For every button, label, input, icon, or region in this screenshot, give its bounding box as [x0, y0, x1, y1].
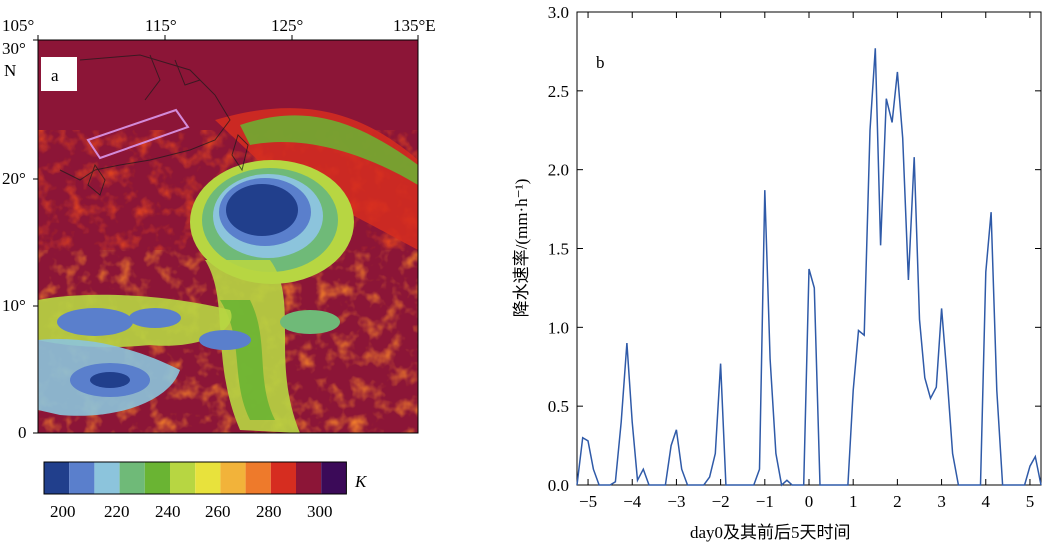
- lat-label-30: 30°: [2, 39, 26, 58]
- x-tick-label: −3: [667, 492, 685, 511]
- x-tick-label: 1: [849, 492, 858, 511]
- colorbar-unit: K: [354, 472, 368, 491]
- colorbar-tick-300: 300: [307, 502, 333, 521]
- panel-a-label: a: [51, 66, 59, 85]
- colorbar-swatch: [270, 462, 296, 494]
- x-tick-label: −1: [756, 492, 774, 511]
- x-tick-label: −5: [579, 492, 597, 511]
- colorbar-tick-260: 260: [205, 502, 231, 521]
- colorbar-swatch: [296, 462, 322, 494]
- x-tick-label: 5: [1026, 492, 1035, 511]
- colorbar-swatch: [195, 462, 221, 494]
- lon-label-115: 115°: [145, 16, 177, 35]
- x-axis-label: day0及其前后5天时间: [690, 523, 851, 542]
- x-axis: −5 −4 −3 −2 −1 0 1 2 3 4 5: [579, 12, 1034, 511]
- colorbar-tick-240: 240: [155, 502, 181, 521]
- lon-label-105: 105°: [2, 16, 34, 35]
- colorbar-swatch: [170, 462, 196, 494]
- colorbar-swatch: [220, 462, 246, 494]
- precipitation-series-line: [576, 48, 1042, 487]
- colorbar-swatch: [144, 462, 170, 494]
- lat-label-north: N: [4, 61, 16, 80]
- colorbar-tick-200: 200: [50, 502, 76, 521]
- y-tick-label: 0.5: [548, 397, 569, 416]
- lat-label-10: 10°: [2, 296, 26, 315]
- x-tick-label: 0: [805, 492, 814, 511]
- plot-frame: [576, 11, 1042, 486]
- lat-label-0: 0: [18, 423, 27, 442]
- colorbar-swatch: [94, 462, 120, 494]
- y-tick-label: 1.0: [548, 318, 569, 337]
- x-tick-label: −2: [712, 492, 730, 511]
- x-tick-label: 4: [982, 492, 991, 511]
- colorbar-swatch: [321, 462, 347, 494]
- x-tick-label: 3: [937, 492, 946, 511]
- colorbar-swatch: [245, 462, 271, 494]
- y-axis: 0.0 0.5 1.0 1.5 2.0 2.5 3.0: [548, 3, 1041, 495]
- panel-b-label: b: [596, 53, 605, 72]
- colorbar-swatch: [69, 462, 95, 494]
- y-tick-label: 3.0: [548, 3, 569, 22]
- lon-label-125: 125°: [271, 16, 303, 35]
- colorbar-swatch: [119, 462, 145, 494]
- panel-b: b 0.0 0.5 1.0 1.5 2.0 2.5 3.0 −5 −4 −3 −2 −1 0 1 2 3 4 5…: [512, 3, 1042, 542]
- colorbar-tick-280: 280: [256, 502, 282, 521]
- satellite-image: [38, 40, 418, 433]
- y-axis-label: 降水速率/(mm·h⁻¹): [512, 179, 531, 318]
- study-area-box: [86, 108, 190, 160]
- x-tick-label: −4: [623, 492, 642, 511]
- y-tick-label: 2.5: [548, 82, 569, 101]
- colorbar-tick-220: 220: [104, 502, 130, 521]
- x-tick-label: 2: [893, 492, 902, 511]
- y-tick-label: 1.5: [548, 240, 569, 259]
- colorbar: [43, 461, 347, 495]
- panel-a: 105° 115° 125° 135°E 30° N 20° 10° 0 a K…: [2, 16, 436, 521]
- lat-label-20: 20°: [2, 169, 26, 188]
- lon-label-135: 135°E: [393, 16, 436, 35]
- map-frame: [37, 39, 419, 434]
- y-tick-label: 0.0: [548, 476, 569, 495]
- colorbar-swatch: [44, 462, 70, 494]
- y-tick-label: 2.0: [548, 161, 569, 180]
- panel-a-label-box: [41, 57, 77, 91]
- colorbar-frame: [43, 461, 347, 495]
